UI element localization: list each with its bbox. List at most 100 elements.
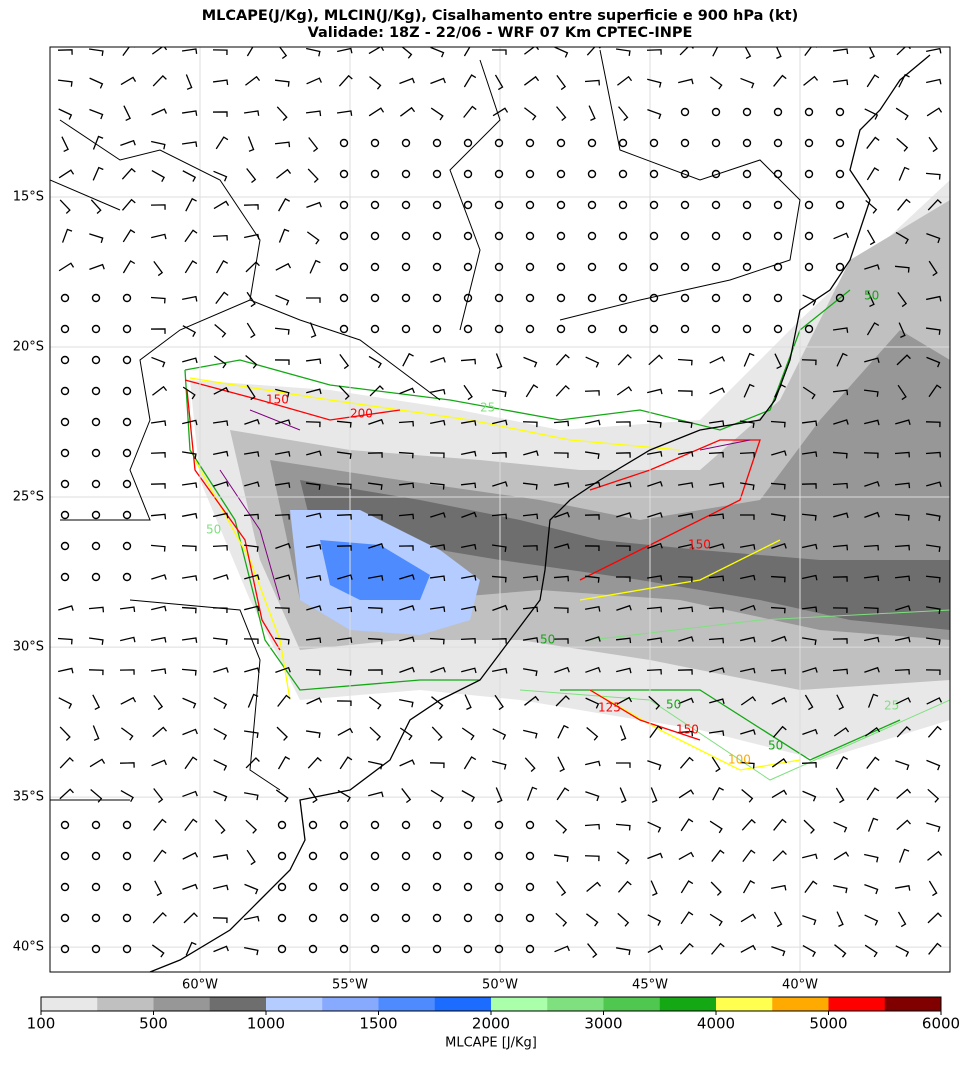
wind-barb bbox=[802, 667, 818, 673]
wind-barb bbox=[832, 79, 849, 86]
wind-barb bbox=[306, 77, 322, 85]
wind-barb bbox=[338, 74, 353, 87]
wind-barb bbox=[832, 668, 849, 675]
wind-barb bbox=[243, 451, 260, 457]
wind-barb bbox=[925, 172, 941, 180]
wind-barb bbox=[151, 605, 167, 612]
wind-barb bbox=[122, 229, 136, 243]
wind-barb bbox=[431, 696, 444, 710]
wind-barb bbox=[400, 106, 416, 117]
wind-calm bbox=[370, 262, 380, 272]
wind-barb bbox=[369, 385, 384, 397]
colorbar-tick-label: 3000 bbox=[584, 1015, 622, 1033]
wind-barb bbox=[429, 452, 445, 459]
wind-calm bbox=[494, 882, 504, 892]
wind-barb bbox=[247, 693, 259, 708]
wind-barb bbox=[617, 880, 632, 893]
wind-calm bbox=[525, 820, 535, 830]
borders bbox=[50, 49, 801, 801]
wind-barb bbox=[368, 107, 385, 117]
wind-barb bbox=[770, 513, 786, 522]
wind-barb bbox=[495, 787, 503, 803]
wind-calm bbox=[432, 882, 442, 892]
wind-calm bbox=[711, 324, 721, 334]
wind-barb bbox=[677, 358, 693, 366]
wind-barb bbox=[803, 819, 815, 834]
wind-barb bbox=[213, 728, 228, 740]
wind-calm bbox=[680, 169, 690, 179]
wind-barb bbox=[617, 912, 630, 927]
wind-calm bbox=[432, 851, 442, 861]
colorbar-tick-label: 100 bbox=[27, 1015, 56, 1033]
contour-label: 25 bbox=[884, 699, 899, 713]
wind-barb bbox=[306, 450, 322, 457]
wind-barb bbox=[243, 204, 259, 210]
wind-barb bbox=[398, 451, 414, 459]
wind-barb bbox=[709, 356, 726, 364]
wind-barb bbox=[181, 668, 197, 676]
colorbar-swatch bbox=[828, 997, 886, 1011]
wind-barb bbox=[832, 638, 848, 644]
wind-calm bbox=[618, 138, 628, 148]
wind-calm bbox=[60, 479, 70, 489]
wind-barb bbox=[925, 669, 941, 676]
wind-barb bbox=[152, 385, 168, 396]
wind-barb bbox=[584, 575, 600, 583]
wind-calm bbox=[308, 913, 318, 923]
wind-barb bbox=[804, 47, 818, 56]
wind-calm bbox=[308, 851, 318, 861]
wind-barb bbox=[185, 74, 193, 90]
wind-calm bbox=[804, 169, 814, 179]
lat-label: 20°S bbox=[13, 340, 44, 355]
wind-calm bbox=[432, 138, 442, 148]
wind-barb bbox=[399, 727, 413, 741]
wind-calm bbox=[432, 293, 442, 303]
wind-barb bbox=[245, 757, 260, 769]
wind-barb bbox=[275, 574, 291, 581]
wind-barb bbox=[246, 47, 259, 57]
wind-barb bbox=[586, 47, 601, 56]
wind-barb bbox=[677, 482, 694, 488]
wind-barb bbox=[584, 605, 601, 612]
wind-barb bbox=[743, 383, 755, 398]
wind-barb bbox=[896, 725, 911, 738]
wind-calm bbox=[401, 851, 411, 861]
wind-barb bbox=[865, 199, 878, 214]
wind-barb bbox=[368, 543, 384, 549]
wind-barb bbox=[246, 322, 256, 339]
wind-barb bbox=[368, 791, 384, 798]
wind-barb bbox=[429, 637, 445, 645]
wind-barb bbox=[554, 945, 570, 953]
wind-barb bbox=[586, 726, 599, 741]
wind-barb bbox=[275, 666, 291, 673]
wind-calm bbox=[401, 293, 411, 303]
colorbar-swatch bbox=[209, 997, 267, 1011]
wind-barb bbox=[619, 787, 627, 803]
wind-calm bbox=[680, 262, 690, 272]
wind-barb bbox=[276, 168, 292, 179]
wind-calm bbox=[339, 138, 349, 148]
wind-calm bbox=[494, 820, 504, 830]
contour-label: 50 bbox=[768, 739, 783, 753]
wind-calm bbox=[432, 169, 442, 179]
wind-calm bbox=[773, 324, 783, 334]
wind-calm bbox=[494, 231, 504, 241]
colorbar-swatch bbox=[378, 997, 436, 1011]
wind-barb bbox=[832, 327, 849, 333]
wind-barb bbox=[181, 637, 198, 643]
wind-barb bbox=[832, 482, 848, 489]
wind-barb bbox=[553, 452, 569, 459]
wind-barb bbox=[213, 790, 228, 802]
wind-barb bbox=[492, 481, 508, 487]
wind-calm bbox=[401, 944, 411, 954]
lon-label: 50°W bbox=[482, 978, 518, 993]
wind-barb bbox=[119, 762, 135, 768]
wind-barb bbox=[615, 576, 631, 582]
wind-barb bbox=[864, 944, 878, 958]
wind-barb bbox=[522, 421, 538, 428]
wind-barb bbox=[554, 47, 569, 58]
wind-barb bbox=[832, 576, 848, 582]
wind-barb bbox=[553, 482, 570, 488]
wind-barb bbox=[678, 636, 694, 642]
wind-barb bbox=[896, 137, 909, 152]
